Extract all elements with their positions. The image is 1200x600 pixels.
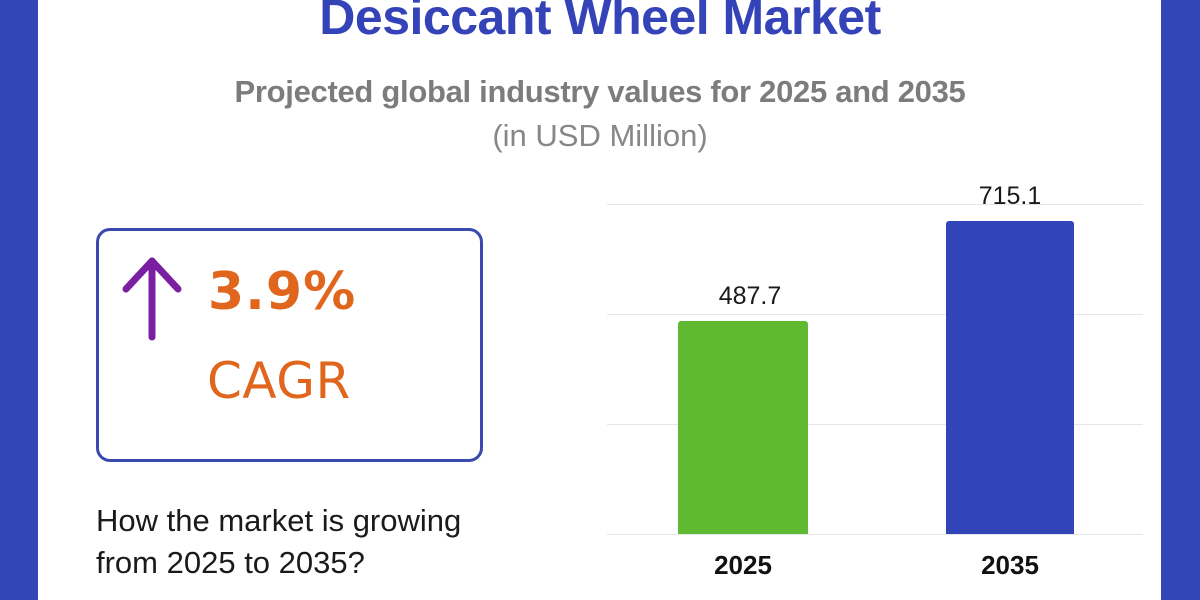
bar-value-label: 487.7 (718, 282, 782, 310)
page-subtitle: Projected global industry values for 202… (234, 74, 966, 109)
growth-question: How the market is growing from 2025 to 2… (96, 500, 516, 584)
unit-label: (in USD Million) (492, 118, 708, 153)
question-line-2: from 2025 to 2035? (96, 545, 365, 580)
bar-value-label: 715.1 (978, 182, 1042, 210)
chart-baseline (607, 534, 1143, 535)
bar-chart: 487.7 2025 715.1 2035 (607, 180, 1143, 590)
gridline (607, 204, 1143, 205)
cagr-value: 3.9% (208, 262, 357, 322)
bar-2025 (678, 321, 808, 534)
page-title: Desiccant Wheel Market (319, 0, 881, 45)
cagr-label: CAGR (207, 352, 351, 410)
category-label: 2035 (981, 550, 1039, 580)
gridline (607, 424, 1143, 425)
question-line-1: How the market is growing (96, 503, 462, 538)
category-label: 2025 (714, 550, 772, 580)
gridline (607, 314, 1143, 315)
bar-2035 (946, 221, 1074, 534)
arrow-up-icon (122, 257, 182, 341)
